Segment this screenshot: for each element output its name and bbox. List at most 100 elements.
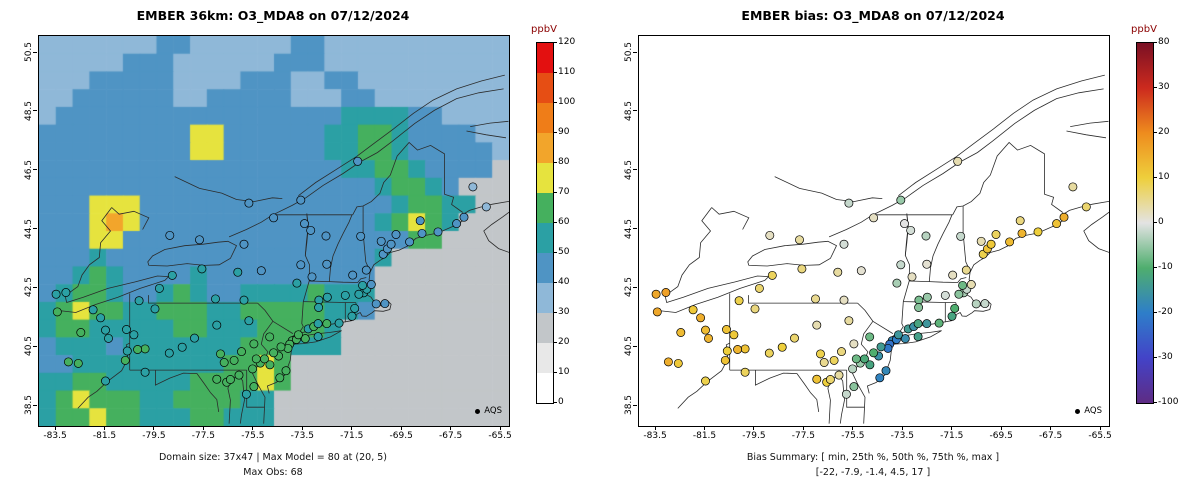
x-axis-tick-label: -71.5 xyxy=(340,431,364,441)
station-dot xyxy=(795,235,804,245)
bias-colorbar xyxy=(1136,42,1154,404)
map-outline xyxy=(352,141,464,215)
station-dot xyxy=(177,342,187,352)
station-dot xyxy=(896,195,906,205)
map-outline xyxy=(711,207,750,230)
colorbar-tick xyxy=(553,281,557,283)
station-dot xyxy=(991,230,1001,239)
station-dot xyxy=(1033,227,1043,237)
map-outline xyxy=(1070,120,1109,127)
station-dot xyxy=(1081,202,1091,212)
colorbar-tick-label: 120 xyxy=(558,36,576,47)
colorbar-tick-label: -30 xyxy=(1158,351,1173,362)
station-dot xyxy=(881,366,891,376)
station-dot xyxy=(696,313,706,323)
station-dot xyxy=(195,235,204,245)
station-dot xyxy=(244,198,254,208)
station-dot xyxy=(51,289,61,299)
colorbar-tick xyxy=(1153,41,1157,43)
x-axis-tick xyxy=(301,426,303,430)
station-dot xyxy=(947,311,957,321)
colorbar-tick xyxy=(553,101,557,103)
station-dot xyxy=(380,299,390,309)
station-dot xyxy=(134,296,144,306)
colorbar-tick xyxy=(553,131,557,133)
map-outline xyxy=(902,280,910,302)
station-dot xyxy=(275,373,285,383)
station-dot xyxy=(417,228,427,238)
station-dot xyxy=(954,289,964,299)
station-dot xyxy=(892,278,902,288)
map-outline xyxy=(1083,211,1109,253)
map-outline xyxy=(470,120,509,127)
station-dot xyxy=(322,259,332,269)
colorbar-tick xyxy=(553,191,557,193)
colorbar-tick-label: 40 xyxy=(558,276,570,287)
station-dot xyxy=(1005,237,1015,247)
y-axis-tick-label: 50.5 xyxy=(24,42,34,63)
station-dot xyxy=(1052,219,1062,229)
station-dot xyxy=(876,342,886,352)
station-dot xyxy=(913,332,923,342)
map-outline xyxy=(962,206,970,271)
station-dot xyxy=(322,319,332,329)
station-dot xyxy=(104,333,113,343)
map-outline xyxy=(755,370,820,412)
y-axis-tick-label: 44.5 xyxy=(624,218,634,239)
station-dot xyxy=(812,374,822,384)
station-dot xyxy=(276,342,286,352)
station-dot xyxy=(269,348,279,358)
station-dot xyxy=(722,325,731,334)
station-dot xyxy=(293,330,303,340)
map-outline xyxy=(892,200,1109,337)
x-axis-tick-label: -79.5 xyxy=(142,431,166,441)
station-dot xyxy=(720,355,730,365)
station-dot xyxy=(197,264,207,274)
station-dot xyxy=(893,330,903,340)
colorbar-tick xyxy=(1153,311,1157,313)
left-caption-line1: Domain size: 37x47 | Max Model = 80 at (… xyxy=(158,452,387,463)
station-dot xyxy=(663,357,673,367)
map-outline xyxy=(298,74,505,197)
station-dot xyxy=(1017,228,1027,238)
station-dot xyxy=(133,345,143,354)
colorbar-tick-label: 10 xyxy=(1158,171,1170,182)
y-axis-tick xyxy=(33,345,37,347)
colorbar-tick-label: 80 xyxy=(1158,36,1170,47)
left-panel-title: EMBER 36km: O3_MDA8 on 07/12/2024 xyxy=(136,8,410,23)
x-axis-tick-label: -83.5 xyxy=(643,431,667,441)
station-dot xyxy=(405,237,415,247)
station-dot xyxy=(265,360,275,370)
x-axis-tick xyxy=(1099,426,1101,430)
station-dot xyxy=(896,260,906,270)
colorbar-tick-label: 0 xyxy=(558,396,564,407)
station-dot xyxy=(306,225,316,235)
model-raster xyxy=(39,36,509,426)
colorbar-tick xyxy=(553,41,557,43)
station-dot xyxy=(281,366,291,376)
station-dot xyxy=(248,364,258,374)
station-dot xyxy=(829,355,839,365)
y-axis-tick-label: 46.5 xyxy=(24,159,34,180)
x-axis-tick-label: -75.5 xyxy=(241,431,265,441)
y-axis-tick-label: 48.5 xyxy=(24,100,34,121)
map-outline xyxy=(147,240,238,267)
station-dot xyxy=(73,358,83,368)
aqs-dot-icon xyxy=(475,408,481,414)
station-dot xyxy=(371,299,381,309)
station-dot xyxy=(900,334,910,344)
station-dot xyxy=(704,333,713,343)
colorbar-tick-label: 90 xyxy=(558,126,570,137)
station-dot xyxy=(334,318,344,328)
x-axis-tick-label: -73.5 xyxy=(890,431,914,441)
model-colorbar xyxy=(536,42,554,404)
map-outline xyxy=(898,74,1105,197)
station-dot xyxy=(848,364,858,374)
station-dot xyxy=(839,295,849,305)
station-dot xyxy=(265,332,275,342)
x-axis-tick xyxy=(802,426,804,430)
map-outline xyxy=(228,88,504,238)
station-dot xyxy=(1059,212,1069,222)
x-axis-tick xyxy=(104,426,105,430)
x-axis-tick xyxy=(153,426,155,430)
